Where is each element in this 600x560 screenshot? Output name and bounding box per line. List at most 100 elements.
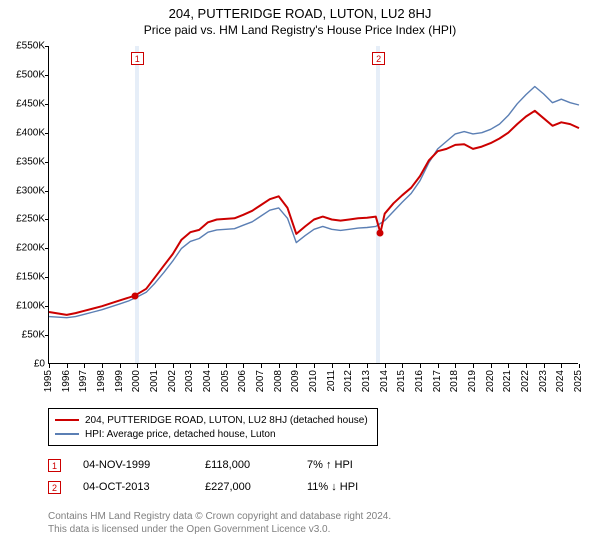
x-tick-label: 1995 <box>43 370 55 392</box>
events-table: 1 04-NOV-1999 £118,000 7% ↑ HPI 2 04-OCT-2013… <box>48 454 358 498</box>
event-delta: 11% ↓ HPI <box>307 481 358 493</box>
x-tick <box>279 364 280 368</box>
legend-item: 204, PUTTERIDGE ROAD, LUTON, LU2 8HJ (de… <box>55 413 371 427</box>
price-marker <box>131 292 138 299</box>
y-tick-label: £50K <box>5 330 45 341</box>
chart-title: 204, PUTTERIDGE ROAD, LUTON, LU2 8HJ <box>0 0 600 21</box>
y-tick-label: £150K <box>5 272 45 283</box>
x-tick <box>49 364 50 368</box>
x-tick-label: 2001 <box>149 370 161 392</box>
legend-label: HPI: Average price, detached house, Luto… <box>85 429 276 440</box>
y-tick-label: £350K <box>5 156 45 167</box>
x-tick <box>261 364 262 368</box>
footer-line1: Contains HM Land Registry data © Crown c… <box>48 510 391 523</box>
x-tick <box>420 364 421 368</box>
legend-item: HPI: Average price, detached house, Luto… <box>55 427 371 441</box>
x-tick-label: 2015 <box>396 370 408 392</box>
x-tick <box>367 364 368 368</box>
x-tick <box>455 364 456 368</box>
series-line <box>49 87 579 318</box>
x-tick <box>102 364 103 368</box>
x-tick <box>67 364 68 368</box>
x-tick <box>332 364 333 368</box>
x-tick-label: 2023 <box>538 370 550 392</box>
y-tick-label: £500K <box>5 69 45 80</box>
y-tick-label: £250K <box>5 214 45 225</box>
x-tick <box>491 364 492 368</box>
x-tick <box>561 364 562 368</box>
x-tick <box>438 364 439 368</box>
x-tick-label: 2022 <box>520 370 532 392</box>
y-tick-label: £100K <box>5 301 45 312</box>
x-tick-label: 1999 <box>114 370 126 392</box>
event-date: 04-NOV-1999 <box>83 459 183 471</box>
x-tick-label: 2014 <box>379 370 391 392</box>
event-number-box: 1 <box>48 459 61 472</box>
event-row: 2 04-OCT-2013 £227,000 11% ↓ HPI <box>48 476 358 498</box>
x-tick <box>296 364 297 368</box>
y-tick-label: £550K <box>5 41 45 52</box>
x-tick-label: 1998 <box>96 370 108 392</box>
y-tick-label: £400K <box>5 127 45 138</box>
x-tick-label: 2024 <box>555 370 567 392</box>
x-tick-label: 1997 <box>78 370 90 392</box>
footer-attribution: Contains HM Land Registry data © Crown c… <box>48 510 391 536</box>
event-price: £227,000 <box>205 481 285 493</box>
x-tick-label: 2021 <box>502 370 514 392</box>
series-svg <box>49 46 579 364</box>
x-tick-label: 2007 <box>255 370 267 392</box>
plot-area: £0£50K£100K£150K£200K£250K£300K£350K£400… <box>48 46 578 364</box>
x-tick <box>579 364 580 368</box>
x-tick <box>226 364 227 368</box>
event-date: 04-OCT-2013 <box>83 481 183 493</box>
x-tick-label: 2019 <box>467 370 479 392</box>
x-tick-label: 2017 <box>432 370 444 392</box>
x-tick-label: 2004 <box>202 370 214 392</box>
x-tick-label: 2009 <box>290 370 302 392</box>
x-tick <box>544 364 545 368</box>
x-tick-label: 2016 <box>414 370 426 392</box>
x-tick-label: 2002 <box>167 370 179 392</box>
event-row: 1 04-NOV-1999 £118,000 7% ↑ HPI <box>48 454 358 476</box>
x-tick <box>243 364 244 368</box>
x-tick <box>526 364 527 368</box>
x-tick <box>208 364 209 368</box>
x-tick <box>349 364 350 368</box>
x-tick-label: 2011 <box>326 370 338 392</box>
footer-line2: This data is licensed under the Open Gov… <box>48 523 391 536</box>
y-tick-label: £300K <box>5 185 45 196</box>
x-tick-label: 2012 <box>343 370 355 392</box>
legend-label: 204, PUTTERIDGE ROAD, LUTON, LU2 8HJ (de… <box>85 415 368 426</box>
x-tick-label: 2020 <box>485 370 497 392</box>
x-tick-label: 2006 <box>237 370 249 392</box>
x-tick-label: 2013 <box>361 370 373 392</box>
chart-container: 204, PUTTERIDGE ROAD, LUTON, LU2 8HJ Pri… <box>0 0 600 560</box>
x-tick <box>84 364 85 368</box>
x-tick <box>314 364 315 368</box>
event-price: £118,000 <box>205 459 285 471</box>
y-tick-label: £200K <box>5 243 45 254</box>
x-tick <box>402 364 403 368</box>
chart-subtitle: Price paid vs. HM Land Registry's House … <box>0 21 600 41</box>
x-tick-label: 1996 <box>61 370 73 392</box>
x-tick-label: 2018 <box>449 370 461 392</box>
x-tick <box>190 364 191 368</box>
x-tick <box>120 364 121 368</box>
price-marker <box>377 229 384 236</box>
event-delta: 7% ↑ HPI <box>307 459 353 471</box>
x-tick <box>385 364 386 368</box>
x-tick-label: 2000 <box>131 370 143 392</box>
x-tick <box>137 364 138 368</box>
x-tick-label: 2008 <box>273 370 285 392</box>
series-line <box>49 111 579 315</box>
x-tick-label: 2010 <box>308 370 320 392</box>
legend: 204, PUTTERIDGE ROAD, LUTON, LU2 8HJ (de… <box>48 408 378 446</box>
legend-swatch <box>55 433 79 434</box>
x-tick-label: 2025 <box>573 370 585 392</box>
event-number-box: 2 <box>48 481 61 494</box>
y-tick-label: £450K <box>5 98 45 109</box>
x-tick <box>173 364 174 368</box>
x-tick <box>155 364 156 368</box>
y-tick-label: £0 <box>5 359 45 370</box>
x-tick <box>473 364 474 368</box>
